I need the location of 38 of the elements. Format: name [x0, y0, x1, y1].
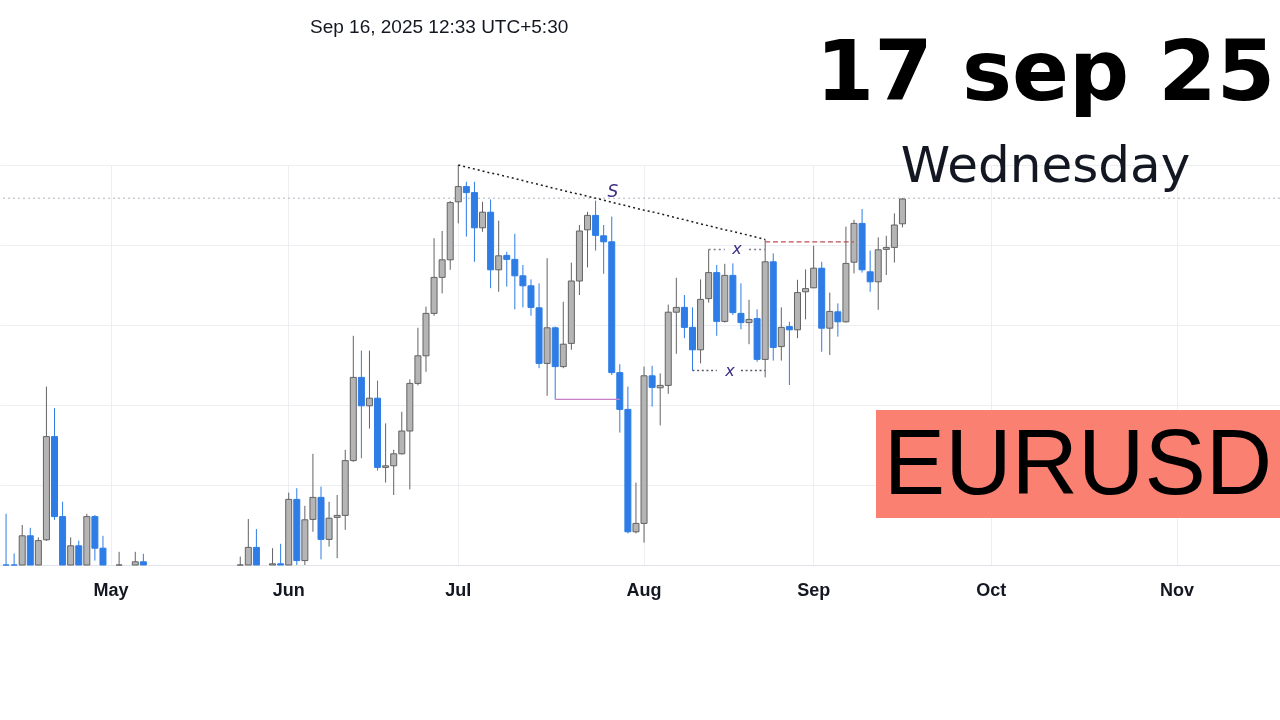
- candlestick: [826, 292, 834, 356]
- candlestick: [834, 302, 842, 338]
- x-tick-label: Jun: [272, 579, 305, 600]
- candlestick: [325, 501, 333, 548]
- x-tick-label: Aug: [626, 579, 662, 600]
- candlestick: [244, 518, 252, 566]
- candlestick: [67, 536, 75, 566]
- chart-title: 17 sep 25: [815, 22, 1276, 120]
- candlestick: [745, 299, 753, 345]
- text: Sep 16, 2025 12:33 UTC+5:30: [310, 16, 569, 37]
- candlestick: [10, 552, 18, 566]
- candlestick: [737, 282, 745, 330]
- candlestick: [777, 306, 785, 362]
- candlestick: [277, 543, 285, 566]
- annotation: EURUSD: [883, 411, 1273, 513]
- candlestick: [648, 365, 656, 408]
- x-tick-label: Sep: [797, 579, 831, 600]
- candlestick: [75, 540, 83, 566]
- candlestick: [559, 301, 567, 369]
- annotation: S: [607, 181, 619, 201]
- annotation: x: [724, 361, 736, 380]
- x-tick-label: Oct: [976, 579, 1007, 600]
- candlestick: [115, 551, 123, 566]
- candlestick: [365, 350, 373, 430]
- candlestick: [866, 250, 874, 293]
- x-tick-label: May: [93, 579, 129, 600]
- candlestick: [252, 528, 260, 566]
- x-tick-label: Jul: [445, 579, 472, 600]
- candlestick: [584, 211, 592, 268]
- x-tick-label: Nov: [1160, 579, 1195, 600]
- chart-subtitle: Wednesday: [900, 136, 1191, 194]
- candlestick: [495, 220, 503, 293]
- candlestick: [479, 201, 487, 233]
- candlestick: [785, 321, 793, 386]
- candlestick: [802, 268, 810, 320]
- candlestick: [2, 513, 10, 566]
- annotation: x: [731, 239, 743, 258]
- candlestick: [810, 245, 818, 289]
